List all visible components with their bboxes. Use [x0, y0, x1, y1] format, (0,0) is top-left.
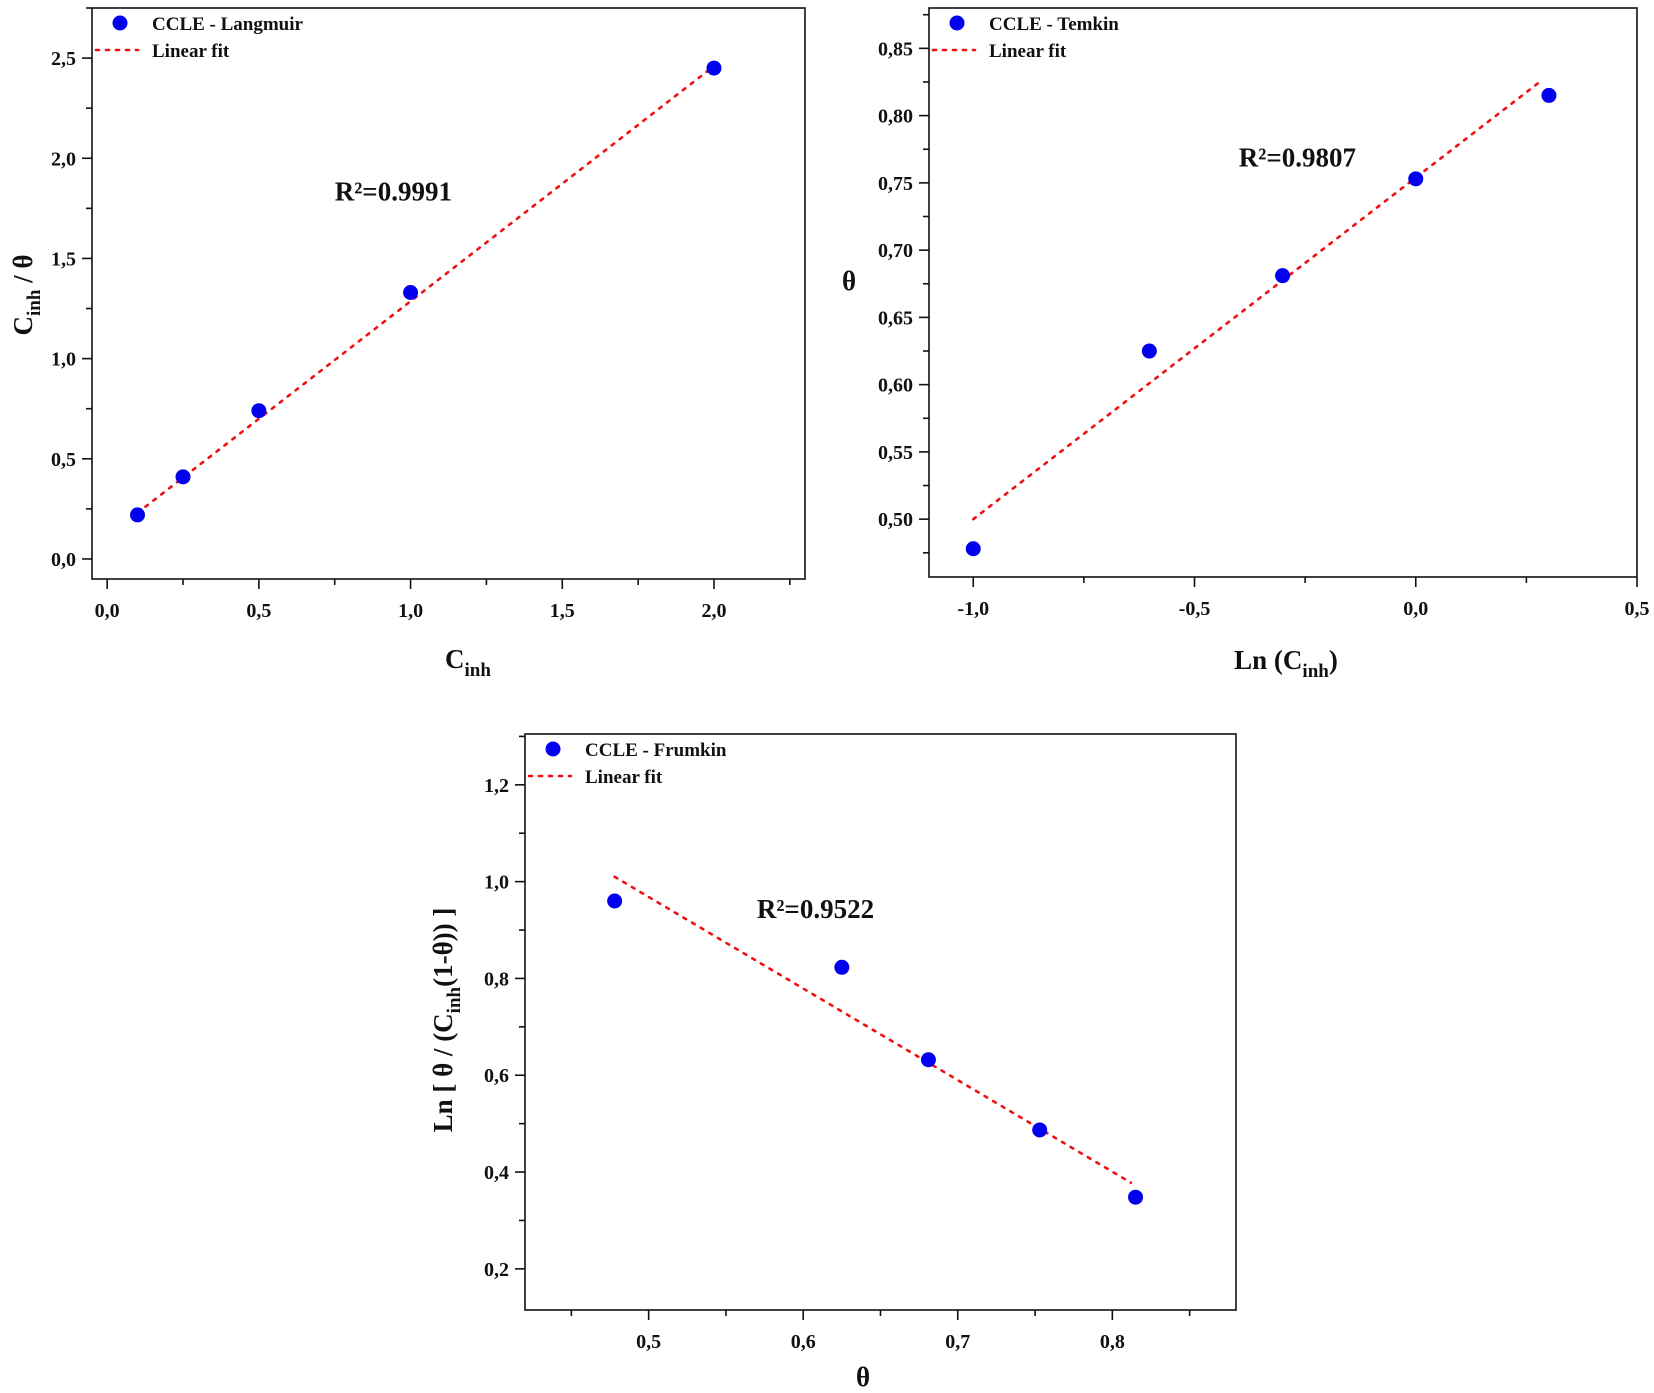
- chart-temkin-legend-marker: [949, 15, 965, 31]
- chart-frumkin-y-tick-label: 0,6: [484, 1065, 509, 1087]
- chart-temkin-data-point: [965, 541, 981, 557]
- chart-langmuir-y-tick-label: 1,0: [51, 349, 76, 371]
- chart-frumkin-y-tick-label: 0,8: [484, 968, 509, 990]
- chart-frumkin-x-tick-label: 0,5: [636, 1331, 661, 1353]
- chart-temkin-r-squared-annotation: R²=0.9807: [1239, 143, 1356, 173]
- chart-langmuir-data-point: [251, 403, 267, 419]
- chart-temkin-y-tick-label: 0,65: [878, 307, 913, 329]
- chart-temkin-x-tick-label: 0,0: [1403, 598, 1428, 620]
- chart-frumkin-legend-label-series: CCLE - Frumkin: [585, 740, 727, 761]
- chart-frumkin-x-tick-label: 0,8: [1100, 1331, 1125, 1353]
- chart-temkin-data-point: [1541, 87, 1557, 103]
- chart-temkin-plot-frame: [928, 7, 1638, 578]
- chart-frumkin-data-point: [1032, 1122, 1048, 1138]
- chart-frumkin-plot-frame: [524, 733, 1237, 1311]
- chart-langmuir-data-point: [403, 284, 419, 300]
- chart-frumkin-x-tick-label: 0,7: [945, 1331, 970, 1353]
- chart-temkin-legend-label-fit: Linear fit: [989, 41, 1067, 62]
- chart-temkin-data-point: [1408, 171, 1424, 187]
- chart-langmuir-x-axis-title: Cinh: [445, 644, 491, 681]
- chart-frumkin-y-tick-label: 1,0: [484, 872, 509, 894]
- chart-frumkin: 0,5 0,6 0,7 0,8 0,2 0,4 0,6 0,8 1,0 1,2 θ Ln [ θ / …: [428, 733, 1237, 1392]
- chart-temkin-x-tick-label: -1,0: [957, 598, 989, 620]
- chart-temkin-legend-label-series: CCLE - Temkin: [989, 14, 1119, 35]
- chart-temkin-x-axis-title: Ln (Cinh): [1234, 645, 1338, 682]
- chart-frumkin-data-point: [607, 893, 623, 909]
- chart-temkin-data-point: [1141, 343, 1157, 359]
- chart-langmuir-data-point: [706, 60, 722, 76]
- chart-langmuir-r-squared-annotation: R²=0.9991: [335, 176, 452, 206]
- chart-langmuir-y-tick-label: 0,5: [51, 449, 76, 471]
- chart-langmuir-x-tick-label: 1,0: [398, 600, 423, 622]
- chart-langmuir-legend-marker: [112, 15, 128, 31]
- chart-langmuir-x-tick-label: 0,5: [246, 600, 271, 622]
- chart-temkin-y-axis-title: θ: [842, 266, 856, 296]
- chart-langmuir-x-tick-label: 0,0: [95, 600, 120, 622]
- chart-temkin-y-tick-label: 0,75: [878, 173, 913, 195]
- chart-langmuir-x-tick-label: 2,0: [701, 600, 726, 622]
- chart-langmuir: 0,0 0,5 1,0 1,5 2,0 0,0 0,5 1,0 1,5 2,0 2,5 Cinh Cin…: [8, 7, 806, 681]
- chart-temkin-data-point: [1275, 268, 1291, 284]
- chart-langmuir-legend-label-series: CCLE - Langmuir: [152, 14, 304, 35]
- chart-langmuir-data-point: [175, 469, 191, 485]
- chart-temkin-y-tick-label: 0,55: [878, 442, 913, 464]
- chart-frumkin-y-tick-label: 1,2: [484, 775, 509, 797]
- chart-langmuir-y-tick-label: 2,5: [51, 48, 76, 70]
- chart-temkin-y-tick-label: 0,80: [878, 106, 913, 128]
- chart-temkin-y-tick-label: 0,60: [878, 375, 913, 397]
- chart-frumkin-y-axis-title: Ln [ θ / (Cinh(1-θ)) ]: [428, 908, 465, 1133]
- chart-temkin-y-tick-label: 0,50: [878, 509, 913, 531]
- chart-frumkin-x-axis-title: θ: [856, 1362, 870, 1392]
- chart-temkin-y-tick-label: 0,70: [878, 240, 913, 262]
- chart-frumkin-data-point: [834, 959, 850, 975]
- chart-langmuir-y-tick-label: 2,0: [51, 148, 76, 170]
- chart-temkin-linear-fit-line: [971, 80, 1541, 521]
- chart-langmuir-y-tick-label: 0,0: [51, 549, 76, 571]
- chart-frumkin-x-tick-label: 0,6: [791, 1331, 816, 1353]
- chart-langmuir-y-tick-label: 1,5: [51, 248, 76, 270]
- chart-frumkin-data-point: [1128, 1189, 1144, 1205]
- chart-temkin-x-tick-label: 0,5: [1625, 598, 1650, 620]
- chart-frumkin-data-point: [920, 1052, 936, 1068]
- chart-frumkin-legend-marker: [545, 741, 561, 757]
- chart-langmuir-x-tick-label: 1,5: [550, 600, 575, 622]
- chart-langmuir-data-point: [130, 507, 146, 523]
- chart-langmuir-legend-label-fit: Linear fit: [152, 41, 230, 62]
- chart-frumkin-y-tick-label: 0,2: [484, 1259, 509, 1281]
- chart-langmuir-y-axis-title: Cinh / θ: [8, 254, 45, 335]
- chart-frumkin-r-squared-annotation: R²=0.9522: [757, 894, 874, 924]
- chart-temkin-y-tick-label: 0,85: [878, 38, 913, 60]
- chart-temkin: -1,0 -0,5 0,0 0,5 0,50 0,55 0,60 0,65 0,70 0,75 0,…: [842, 7, 1650, 682]
- chart-frumkin-legend-label-fit: Linear fit: [585, 767, 663, 788]
- chart-langmuir-plot-frame: [91, 7, 806, 580]
- chart-frumkin-y-tick-label: 0,4: [484, 1162, 509, 1184]
- chart-temkin-x-tick-label: -0,5: [1179, 598, 1211, 620]
- chart-langmuir-linear-fit-line: [136, 64, 716, 515]
